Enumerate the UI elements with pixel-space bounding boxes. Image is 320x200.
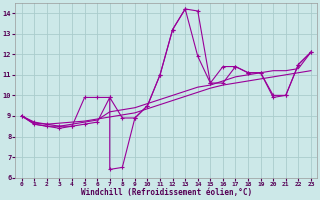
X-axis label: Windchill (Refroidissement éolien,°C): Windchill (Refroidissement éolien,°C) <box>81 188 252 197</box>
